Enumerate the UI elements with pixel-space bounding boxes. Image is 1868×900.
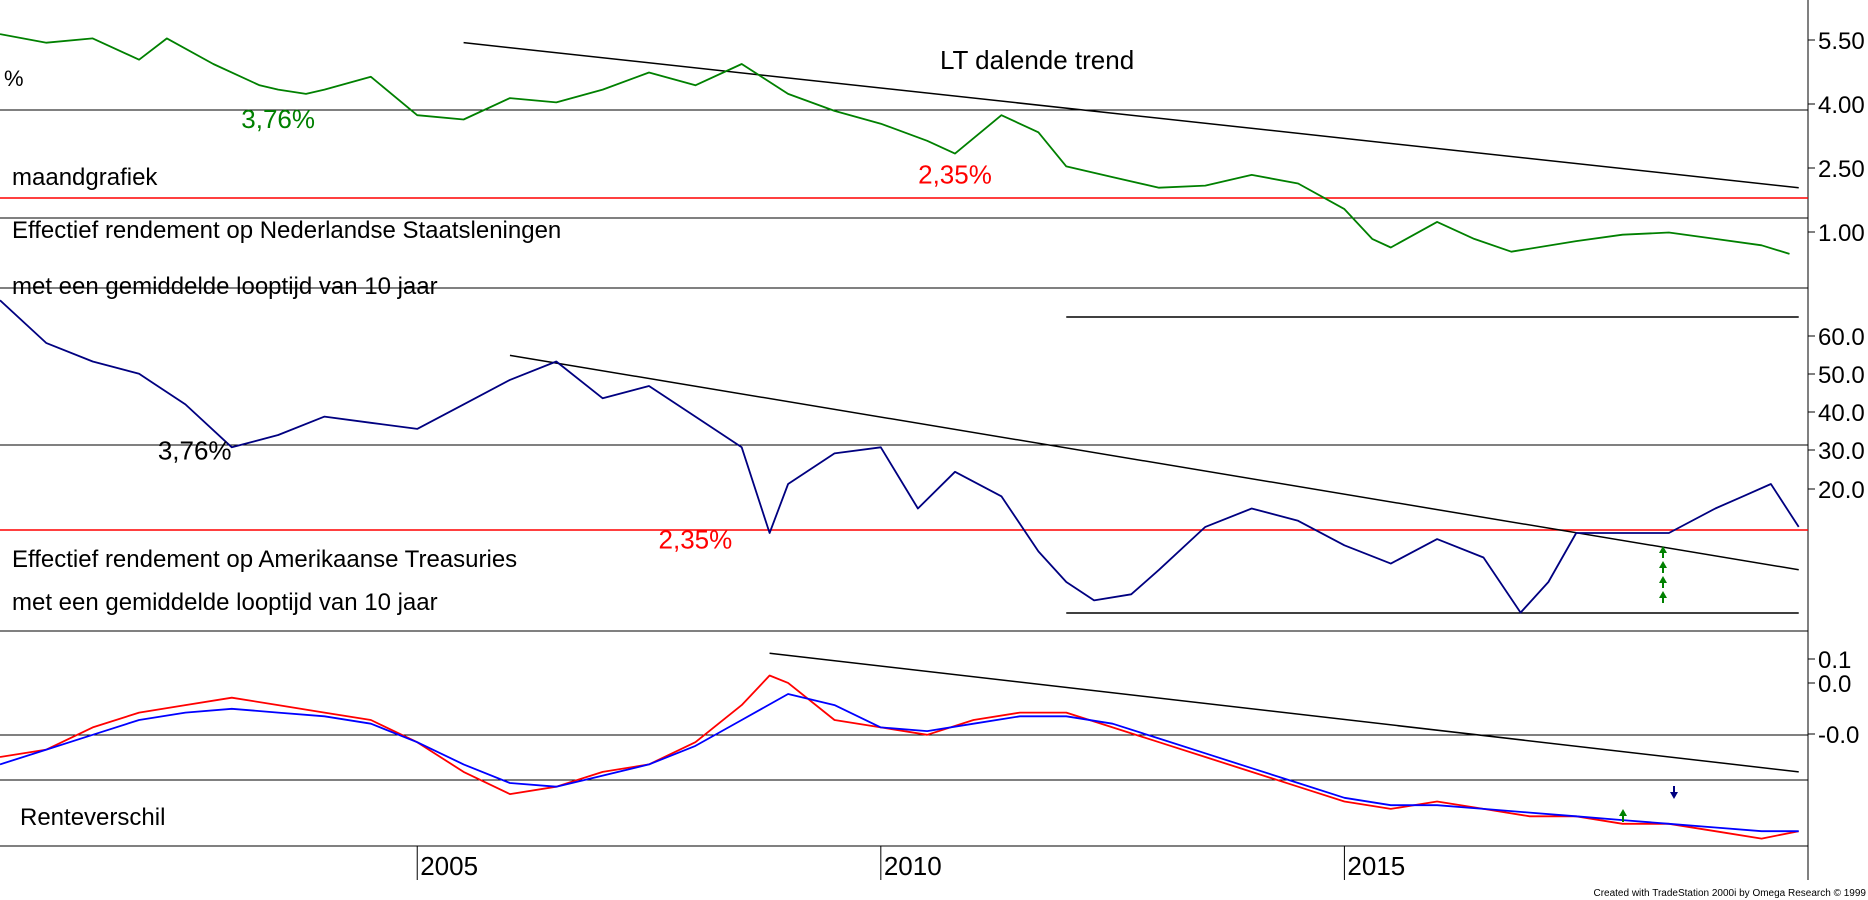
x-tick-label: 2015 (1347, 851, 1405, 881)
panel2-label-series: Effectief rendement op Amerikaanse Treas… (12, 546, 517, 573)
series-line-2-1 (0, 693, 1799, 833)
panel3-title: Renteverschil (20, 804, 165, 831)
y-tick-label: 5.50 (1818, 28, 1865, 55)
y-tick-label: 4.00 (1818, 92, 1865, 119)
reference-lines (0, 41, 1808, 781)
y-tick-label: 0.1 (1818, 647, 1851, 674)
credit-text: Created with TradeStation 2000i by Omega… (1593, 888, 1866, 899)
annotation-label: 3,76% (158, 436, 232, 466)
up-arrows-icon (1619, 546, 1667, 822)
x-tick-label: 2010 (884, 851, 942, 881)
y-tick-label: 60.0 (1818, 324, 1865, 351)
down-arrow-icon (1670, 786, 1678, 799)
panel1-label-maturity: met een gemiddelde looptijd van 10 jaar (12, 273, 438, 300)
annotation-label: 2,35% (918, 159, 992, 189)
y-tick-label: 2.50 (1818, 156, 1865, 183)
annotation-label: 3,76% (241, 104, 315, 134)
y-tick-label: 20.0 (1818, 477, 1865, 504)
y-tick-label: 1.00 (1818, 220, 1865, 247)
y-tick-label: 0.0 (1818, 671, 1851, 698)
panel1-left-percent: % (4, 66, 24, 91)
y-tick-label: 50.0 (1818, 362, 1865, 389)
panel1-title: LT dalende trend (940, 45, 1134, 75)
axis-ticks: 5.50 4.00 2.50 1.00 60.0 50.0 40.0 30.0 20.0 0.10… (416, 28, 1865, 881)
panel1-label-series: Effectief rendement op Nederlandse Staat… (12, 217, 561, 244)
annotations: 3,76% 2,35% 3,76% 2,35% (158, 104, 992, 554)
trend-line (463, 41, 1799, 189)
trend-line (509, 354, 1799, 571)
annotation-label: 2,35% (659, 524, 733, 554)
y-tick-label: -0.0 (1818, 722, 1859, 749)
data-series (0, 33, 1800, 840)
series-line-1-0 (0, 299, 1800, 614)
y-tick-label: 40.0 (1818, 400, 1865, 427)
trend-line (769, 652, 1799, 773)
y-tick-label: 30.0 (1818, 438, 1865, 465)
x-tick-label: 2005 (420, 851, 478, 881)
series-line-0-0 (0, 33, 1790, 255)
panel1-label-timeframe: maandgrafiek (12, 164, 158, 191)
panel2-label-maturity: met een gemiddelde looptijd van 10 jaar (12, 589, 438, 616)
